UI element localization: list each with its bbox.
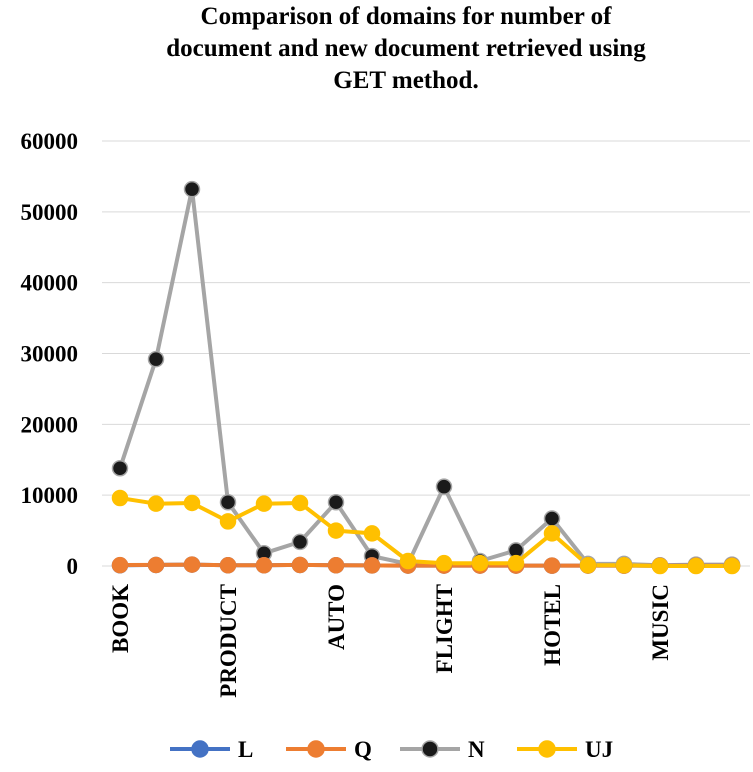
data-point-uj (435, 554, 453, 572)
data-point-n (183, 180, 201, 198)
data-point-uj (723, 557, 741, 575)
legend-label: L (238, 737, 253, 762)
y-tick-label: 40000 (21, 271, 79, 296)
legend-swatch-marker (538, 740, 556, 758)
series-line-uj (119, 496, 732, 568)
x-axis-tick-labels: BOOK PRODUCT AUTO FLIGHT HOTEL MUSIC (108, 584, 673, 698)
series-line-n (118, 187, 732, 568)
data-point-n (219, 494, 237, 511)
data-point-uj (327, 522, 345, 539)
x-tick-label: PRODUCT (216, 584, 241, 698)
data-point-uj (147, 495, 165, 512)
series-lines (118, 187, 732, 568)
data-point-n (111, 460, 129, 477)
chart-title-line-3: GET method. (333, 67, 478, 94)
legend-label: UJ (585, 737, 613, 762)
data-point-q (327, 557, 345, 574)
legend-swatch-marker (307, 740, 325, 758)
data-point-n (147, 350, 165, 368)
data-point-q (543, 557, 561, 574)
y-tick-label: 0 (67, 554, 79, 579)
data-point-uj (543, 525, 561, 542)
data-point-uj (471, 554, 489, 572)
chart-title: Comparison of domains for number of docu… (166, 3, 646, 94)
data-point-n (435, 478, 453, 495)
data-point-uj (687, 557, 705, 575)
data-point-uj (363, 525, 381, 542)
legend-item-q: Q (286, 737, 372, 762)
data-point-uj (507, 554, 525, 572)
data-point-q (111, 556, 129, 574)
y-tick-label: 10000 (21, 483, 79, 508)
legend-swatch-marker (421, 740, 439, 758)
data-point-q (219, 557, 237, 574)
x-tick-label: FLIGHT (432, 584, 457, 673)
y-tick-label: 20000 (21, 412, 79, 437)
data-point-q (363, 557, 381, 574)
data-point-uj (111, 489, 129, 507)
data-point-q (147, 556, 165, 574)
y-tick-label: 60000 (21, 129, 79, 154)
y-tick-label: 50000 (21, 200, 79, 225)
data-point-n (543, 510, 561, 527)
legend-item-n: N (400, 737, 485, 762)
legend-item-uj: UJ (517, 737, 613, 762)
data-point-n (327, 494, 345, 511)
y-tick-label: 30000 (21, 342, 79, 367)
x-tick-label: HOTEL (540, 584, 565, 666)
data-point-uj (651, 557, 669, 575)
data-point-uj (615, 557, 633, 574)
legend-label: N (468, 737, 485, 762)
data-point-uj (255, 495, 273, 512)
data-point-q (291, 556, 309, 574)
y-axis-tick-labels: 0 10000 20000 30000 40000 50000 60000 (21, 129, 79, 579)
series-markers (111, 180, 741, 575)
legend: L Q N UJ (170, 737, 613, 762)
x-tick-label: MUSIC (648, 584, 673, 661)
x-tick-label: BOOK (108, 584, 133, 653)
data-point-q (255, 557, 273, 574)
data-point-uj (219, 513, 237, 530)
x-tick-label: AUTO (324, 584, 349, 650)
legend-swatch-marker (191, 740, 209, 758)
data-point-q (183, 556, 201, 573)
chart-title-line-1: Comparison of domains for number of (201, 3, 613, 30)
legend-label: Q (354, 737, 372, 762)
data-point-uj (183, 494, 201, 512)
chart-title-line-2: document and new document retrieved usin… (166, 35, 646, 62)
data-point-n (291, 533, 309, 551)
data-point-uj (291, 494, 309, 512)
data-point-uj (399, 552, 417, 570)
data-point-uj (579, 557, 597, 574)
legend-item-l: L (170, 737, 253, 762)
